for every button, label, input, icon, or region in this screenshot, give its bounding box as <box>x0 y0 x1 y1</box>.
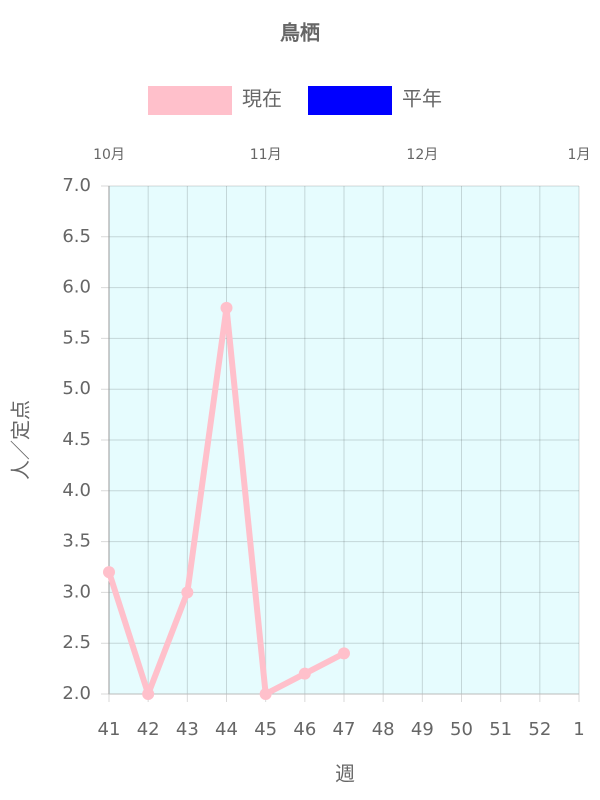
y-tick-label: 2.5 <box>62 632 91 653</box>
data-point <box>103 566 115 579</box>
y-tick-label: 5.0 <box>62 378 91 399</box>
x-tick-label: 50 <box>450 719 473 740</box>
x2-tick-label: 10月 <box>93 147 125 163</box>
x-tick-label: 47 <box>333 719 356 740</box>
legend-swatch <box>148 86 232 115</box>
data-point <box>298 667 311 680</box>
x-tick-label: 1 <box>573 719 584 740</box>
x-tick-label: 45 <box>254 719 277 740</box>
x-tick-label: 48 <box>372 719 395 740</box>
y-tick-label: 5.5 <box>62 327 91 348</box>
data-point <box>259 688 272 700</box>
y-tick-label: 4.0 <box>62 480 91 501</box>
legend-label: 平年 <box>402 87 442 111</box>
x-tick-label: 41 <box>98 719 121 740</box>
data-point <box>181 586 194 599</box>
chart-title: 鳥栖 <box>280 21 320 45</box>
x-tick-label: 43 <box>176 719 199 740</box>
x-tick-label: 44 <box>215 719 238 740</box>
x-tick-label: 51 <box>489 719 512 740</box>
data-point <box>142 688 155 700</box>
x2-tick-label: 1月 <box>568 147 591 163</box>
legend-swatch <box>308 86 392 115</box>
y-tick-label: 6.0 <box>62 277 91 298</box>
x-axis-title: 週 <box>335 762 355 786</box>
x-tick-label: 42 <box>137 719 160 740</box>
x-tick-label: 52 <box>528 719 551 740</box>
legend-label: 現在 <box>242 87 282 111</box>
x-tick-label: 49 <box>411 719 434 740</box>
data-point <box>338 647 350 660</box>
y-tick-label: 3.0 <box>62 581 91 602</box>
y-tick-label: 2.0 <box>62 683 91 704</box>
y-tick-label: 3.5 <box>62 531 91 552</box>
y-tick-label: 4.5 <box>62 429 91 450</box>
plot-background <box>109 186 579 694</box>
data-point <box>220 301 233 314</box>
y-axis-title: 人／定点 <box>9 400 33 480</box>
x-tick-label: 46 <box>293 719 316 740</box>
x2-tick-label: 11月 <box>250 147 282 163</box>
x2-tick-label: 12月 <box>406 147 438 163</box>
y-tick-label: 7.0 <box>62 175 91 196</box>
y-tick-label: 6.5 <box>62 226 91 247</box>
